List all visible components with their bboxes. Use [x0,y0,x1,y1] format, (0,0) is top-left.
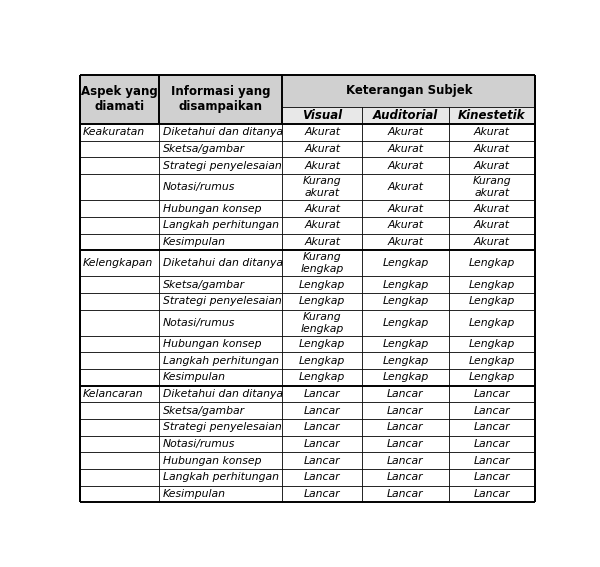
Text: Lancar: Lancar [474,439,511,449]
Bar [283,107,362,124]
Text: Kinestetik: Kinestetik [458,109,526,122]
Text: Lancar: Lancar [387,472,424,483]
Text: Lancar: Lancar [304,389,341,399]
Text: Lancar: Lancar [387,489,424,499]
Text: Langkah perhitungan: Langkah perhitungan [163,220,278,230]
Text: Akurat: Akurat [304,204,340,214]
Text: Akurat: Akurat [388,161,424,171]
Text: Informasi yang
disampaikan: Informasi yang disampaikan [171,86,271,113]
Bar [80,75,160,124]
Text: Keterangan Subjek: Keterangan Subjek [346,84,472,98]
Text: Akurat: Akurat [304,161,340,171]
Text: Lengkap: Lengkap [299,297,346,306]
Text: Akurat: Akurat [388,128,424,137]
Text: Lengkap: Lengkap [382,373,428,383]
Text: Lancar: Lancar [304,489,341,499]
Text: Diketahui dan ditanya: Diketahui dan ditanya [163,389,283,399]
Text: Lengkap: Lengkap [382,339,428,349]
Text: Akurat: Akurat [388,182,424,192]
Text: Lengkap: Lengkap [299,373,346,383]
Text: Visual: Visual [302,109,343,122]
Text: Akurat: Akurat [388,204,424,214]
Text: Lancar: Lancar [387,422,424,433]
Text: Strategi penyelesaian: Strategi penyelesaian [163,297,281,306]
Text: Lancar: Lancar [387,439,424,449]
Text: Kesimpulan: Kesimpulan [163,373,226,383]
Text: Lengkap: Lengkap [382,356,428,366]
Text: Lancar: Lancar [387,406,424,416]
Text: Kelancaran: Kelancaran [83,389,143,399]
Text: Langkah perhitungan: Langkah perhitungan [163,356,278,366]
Text: Lengkap: Lengkap [299,280,346,290]
Text: Lancar: Lancar [387,456,424,466]
Text: Kesimpulan: Kesimpulan [163,237,226,247]
Text: Lengkap: Lengkap [469,297,515,306]
Text: Akurat: Akurat [474,220,510,230]
Text: Lengkap: Lengkap [469,280,515,290]
Text: Lengkap: Lengkap [382,280,428,290]
Text: Auditorial: Auditorial [373,109,438,122]
Text: Lancar: Lancar [304,456,341,466]
Text: Akurat: Akurat [304,128,340,137]
Text: Kesimpulan: Kesimpulan [163,489,226,499]
Text: Akurat: Akurat [304,144,340,154]
Text: Lancar: Lancar [304,439,341,449]
Text: Kelengkapan: Kelengkapan [83,259,153,268]
Text: Lengkap: Lengkap [469,259,515,268]
Text: Hubungan konsep: Hubungan konsep [163,339,261,349]
Text: Akurat: Akurat [388,144,424,154]
Text: Lancar: Lancar [474,389,511,399]
Text: Lancar: Lancar [304,406,341,416]
Text: Akurat: Akurat [474,237,510,247]
Text: Diketahui dan ditanya: Diketahui dan ditanya [163,259,283,268]
Text: Akurat: Akurat [474,204,510,214]
Text: Lengkap: Lengkap [469,356,515,366]
Text: Keakuratan: Keakuratan [83,128,145,137]
Text: Kurang
akurat: Kurang akurat [473,176,511,198]
Text: Notasi/rumus: Notasi/rumus [163,318,235,328]
Bar [160,75,283,124]
Text: Lengkap: Lengkap [382,297,428,306]
Text: Strategi penyelesaian: Strategi penyelesaian [163,422,281,433]
Text: Notasi/rumus: Notasi/rumus [163,439,235,449]
Bar [449,107,535,124]
Text: Langkah perhitungan: Langkah perhitungan [163,472,278,483]
Text: Sketsa/gambar: Sketsa/gambar [163,280,245,290]
Text: Aspek yang
diamati: Aspek yang diamati [81,86,158,113]
Text: Akurat: Akurat [474,144,510,154]
Text: Sketsa/gambar: Sketsa/gambar [163,406,245,416]
Text: Notasi/rumus: Notasi/rumus [163,182,235,192]
Text: Lengkap: Lengkap [382,318,428,328]
Text: Lengkap: Lengkap [299,339,346,349]
Text: Akurat: Akurat [474,128,510,137]
Text: Lancar: Lancar [474,422,511,433]
Text: Lancar: Lancar [304,472,341,483]
Text: Kurang
akurat: Kurang akurat [303,176,341,198]
Text: Akurat: Akurat [304,220,340,230]
Bar [362,107,449,124]
Text: Lengkap: Lengkap [469,318,515,328]
Text: Sketsa/gambar: Sketsa/gambar [163,144,245,154]
Text: Kurang
lengkap: Kurang lengkap [301,312,344,333]
Text: Akurat: Akurat [388,220,424,230]
Text: Lancar: Lancar [304,422,341,433]
Text: Diketahui dan ditanya: Diketahui dan ditanya [163,128,283,137]
Text: Lancar: Lancar [474,472,511,483]
Text: Akurat: Akurat [304,237,340,247]
Bar [283,75,535,107]
Text: Lancar: Lancar [387,389,424,399]
Text: Strategi penyelesaian: Strategi penyelesaian [163,161,281,171]
Text: Lancar: Lancar [474,406,511,416]
Text: Akurat: Akurat [388,237,424,247]
Text: Lengkap: Lengkap [299,356,346,366]
Text: Lancar: Lancar [474,489,511,499]
Text: Lengkap: Lengkap [469,373,515,383]
Text: Hubungan konsep: Hubungan konsep [163,456,261,466]
Text: Hubungan konsep: Hubungan konsep [163,204,261,214]
Text: Lengkap: Lengkap [382,259,428,268]
Text: Lengkap: Lengkap [469,339,515,349]
Text: Kurang
lengkap: Kurang lengkap [301,252,344,274]
Text: Lancar: Lancar [474,456,511,466]
Text: Akurat: Akurat [474,161,510,171]
